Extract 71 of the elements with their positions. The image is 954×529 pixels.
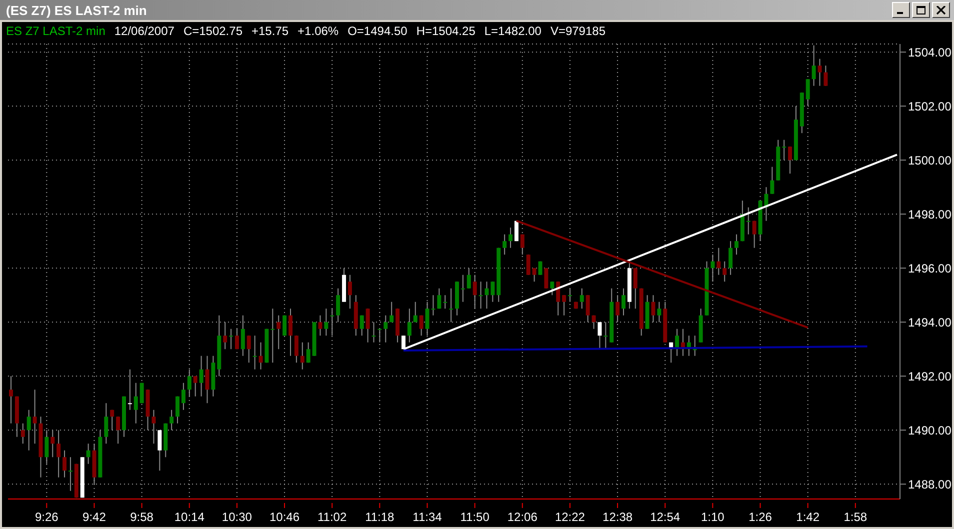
candlestick	[252, 335, 257, 370]
x-tick-label: 11:02	[318, 510, 347, 524]
x-tick-label: 12:54	[650, 510, 680, 524]
candlestick	[622, 288, 626, 316]
candlestick	[246, 335, 251, 364]
candlestick	[86, 443, 90, 464]
y-tick-label: 1500.00	[908, 153, 952, 168]
candlestick	[734, 234, 738, 256]
x-tick-label: 12:38	[602, 510, 633, 524]
candlestick	[502, 234, 507, 256]
candlestick	[437, 288, 442, 310]
candlestick	[258, 342, 263, 370]
text: C=1502.75	[183, 24, 242, 38]
candlestick	[62, 450, 67, 478]
candlestick	[770, 166, 774, 194]
x-tick-label: 1:10	[701, 510, 725, 524]
text: H=1504.25	[416, 24, 476, 38]
chart-subtitle: ES Z7 LAST-2 min	[6, 24, 106, 38]
y-tick-label: 1498.00	[908, 207, 952, 222]
x-tick-label: 10:46	[270, 510, 300, 524]
x-tick-label: 9:26	[34, 510, 59, 524]
text: +1.06%	[298, 24, 339, 38]
candlestick	[443, 294, 448, 310]
x-tick-label: 12:22	[554, 510, 586, 524]
y-tick-label: 1494.00	[908, 315, 952, 330]
y-tick-label: 1496.00	[908, 261, 952, 276]
x-tick-label: 1:26	[748, 510, 772, 524]
y-tick-label: 1488.00	[908, 477, 952, 492]
candlestick	[306, 342, 310, 364]
x-tick-label: 11:50	[460, 510, 490, 524]
text: 12/06/2007	[114, 24, 174, 38]
x-tick-label: 11:34	[412, 510, 442, 524]
y-tick-label: 1490.00	[908, 423, 952, 438]
candlestick	[752, 220, 756, 248]
x-tick-label: 10:30	[222, 510, 252, 524]
x-tick-label: 11:18	[365, 510, 395, 524]
x-tick-label: 9:58	[130, 510, 154, 524]
candlestick	[484, 281, 489, 310]
candlestick	[348, 274, 352, 310]
x-tick-label: 10:14	[174, 510, 205, 524]
candlestick	[692, 335, 697, 356]
candlestick	[229, 328, 234, 350]
candlestick	[580, 288, 584, 310]
y-tick-label: 1504.00	[908, 45, 952, 60]
x-tick-label: 1:58	[844, 510, 868, 524]
candlestick	[181, 382, 186, 410]
text: O=1494.50	[348, 24, 408, 38]
candlestick	[300, 342, 304, 370]
candlestick	[550, 281, 554, 296]
candlestick	[508, 227, 513, 248]
candlestick	[134, 382, 138, 424]
candlestick	[556, 281, 560, 316]
candlestick	[176, 396, 180, 424]
candlestick	[490, 281, 495, 302]
candlestick	[746, 206, 750, 235]
chart-title: (ES Z7) ES LAST-2 min	[6, 2, 148, 18]
x-tick-label: 9:42	[82, 510, 106, 524]
x-tick-label: 12:06	[507, 510, 538, 524]
text: L=1482.00	[484, 24, 542, 38]
candlestick	[824, 65, 828, 86]
candlestick	[460, 274, 465, 302]
text: +15.75	[252, 24, 289, 38]
candlestick	[270, 308, 275, 364]
candlestick	[294, 335, 298, 364]
y-tick-label: 1502.00	[908, 99, 952, 114]
y-tick-label: 1492.00	[908, 369, 952, 384]
text: V=979185	[550, 24, 606, 38]
candlestick	[478, 281, 483, 310]
candlestick	[562, 294, 566, 316]
x-tick-label: 1:42	[796, 510, 820, 524]
candlestick	[818, 58, 822, 86]
